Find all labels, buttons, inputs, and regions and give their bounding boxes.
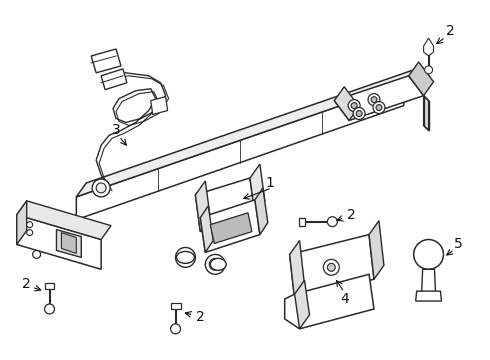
Polygon shape xyxy=(91,49,121,73)
Circle shape xyxy=(209,258,221,270)
Circle shape xyxy=(26,222,33,228)
Circle shape xyxy=(327,217,337,227)
Circle shape xyxy=(171,324,180,334)
Circle shape xyxy=(348,100,360,112)
Text: 2: 2 xyxy=(23,277,31,291)
Polygon shape xyxy=(424,38,434,56)
Circle shape xyxy=(45,304,54,314)
Polygon shape xyxy=(255,188,268,235)
Polygon shape xyxy=(151,96,168,114)
Polygon shape xyxy=(56,230,81,257)
Polygon shape xyxy=(196,178,255,231)
Text: 5: 5 xyxy=(454,238,463,252)
Polygon shape xyxy=(76,70,414,197)
Polygon shape xyxy=(101,69,127,90)
Polygon shape xyxy=(294,280,310,329)
Circle shape xyxy=(353,108,365,120)
Polygon shape xyxy=(200,206,213,252)
Polygon shape xyxy=(334,76,424,121)
Polygon shape xyxy=(421,269,436,294)
Polygon shape xyxy=(17,215,101,269)
Text: 4: 4 xyxy=(340,292,348,306)
Circle shape xyxy=(96,183,106,193)
Circle shape xyxy=(26,230,33,235)
Circle shape xyxy=(376,105,382,111)
Polygon shape xyxy=(196,181,210,231)
Text: 2: 2 xyxy=(196,310,205,324)
Polygon shape xyxy=(290,235,374,299)
Polygon shape xyxy=(334,87,359,121)
Polygon shape xyxy=(200,200,260,252)
Polygon shape xyxy=(250,164,265,215)
Polygon shape xyxy=(17,201,111,239)
Circle shape xyxy=(351,103,357,109)
Circle shape xyxy=(425,66,433,74)
Circle shape xyxy=(368,94,380,105)
Polygon shape xyxy=(210,213,252,243)
Circle shape xyxy=(356,111,362,117)
Polygon shape xyxy=(45,283,54,289)
Text: 2: 2 xyxy=(347,208,356,222)
Ellipse shape xyxy=(176,251,195,264)
Text: 3: 3 xyxy=(112,123,121,138)
Polygon shape xyxy=(285,274,374,329)
Ellipse shape xyxy=(210,258,226,270)
Polygon shape xyxy=(298,218,305,226)
Circle shape xyxy=(175,247,196,267)
Polygon shape xyxy=(171,303,180,309)
Text: 2: 2 xyxy=(446,24,455,38)
Circle shape xyxy=(323,260,339,275)
Circle shape xyxy=(373,102,385,113)
Polygon shape xyxy=(76,84,404,220)
Polygon shape xyxy=(409,62,434,96)
Circle shape xyxy=(33,251,41,258)
Circle shape xyxy=(327,264,335,271)
Polygon shape xyxy=(424,96,429,130)
Circle shape xyxy=(205,255,225,274)
Polygon shape xyxy=(61,233,76,253)
Circle shape xyxy=(414,239,443,269)
Polygon shape xyxy=(17,201,26,244)
Polygon shape xyxy=(290,240,305,299)
Polygon shape xyxy=(416,291,441,301)
Circle shape xyxy=(179,251,192,264)
Circle shape xyxy=(371,96,377,103)
Text: 1: 1 xyxy=(266,176,274,190)
Polygon shape xyxy=(369,221,384,279)
Circle shape xyxy=(92,179,110,197)
